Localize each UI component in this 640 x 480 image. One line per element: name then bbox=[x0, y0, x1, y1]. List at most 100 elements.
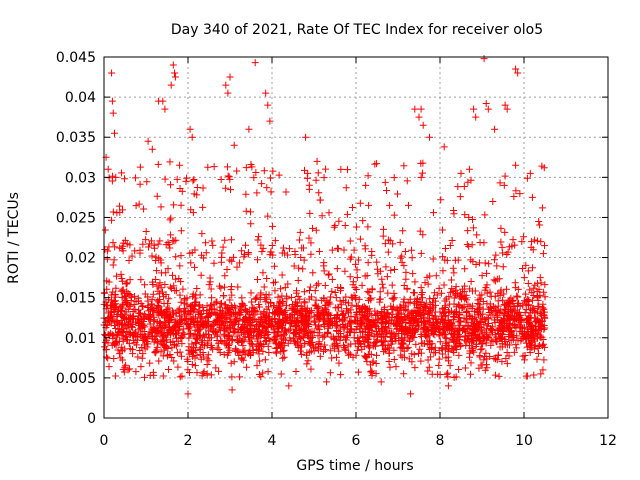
data-point bbox=[320, 259, 327, 266]
data-point bbox=[269, 223, 276, 230]
data-point bbox=[496, 373, 503, 380]
data-point bbox=[467, 359, 474, 366]
data-point bbox=[416, 114, 423, 121]
data-point bbox=[215, 346, 222, 353]
data-point bbox=[280, 245, 287, 252]
data-point bbox=[110, 209, 117, 216]
data-point bbox=[223, 266, 230, 273]
data-point bbox=[386, 202, 393, 209]
data-point bbox=[296, 236, 303, 243]
data-point bbox=[468, 278, 475, 285]
y-tick-label: 0.03 bbox=[65, 170, 96, 186]
data-point bbox=[351, 284, 358, 291]
data-point bbox=[243, 164, 250, 171]
data-point bbox=[283, 188, 290, 195]
data-point bbox=[419, 170, 426, 177]
data-point bbox=[359, 282, 366, 289]
data-point bbox=[319, 212, 326, 219]
x-tick-label: 2 bbox=[184, 433, 193, 449]
data-point bbox=[411, 364, 418, 371]
data-point bbox=[362, 245, 369, 252]
y-tick-label: 0.015 bbox=[56, 291, 96, 307]
data-point bbox=[190, 176, 197, 183]
data-point bbox=[437, 338, 444, 345]
data-point bbox=[328, 288, 335, 295]
data-point bbox=[494, 356, 501, 363]
data-point bbox=[426, 134, 433, 141]
data-point bbox=[424, 368, 431, 375]
data-point bbox=[501, 229, 508, 236]
data-point bbox=[187, 126, 194, 133]
data-point bbox=[269, 168, 276, 175]
y-tick-label: 0.01 bbox=[65, 331, 96, 347]
data-point bbox=[514, 293, 521, 300]
data-point bbox=[321, 267, 328, 274]
y-tick-label: 0.035 bbox=[56, 130, 96, 146]
data-point bbox=[404, 177, 411, 184]
data-point bbox=[218, 259, 225, 266]
data-point bbox=[420, 122, 427, 129]
data-point bbox=[481, 55, 488, 62]
data-point bbox=[343, 184, 350, 191]
data-point bbox=[391, 174, 398, 181]
data-point bbox=[342, 222, 349, 229]
data-point bbox=[387, 267, 394, 274]
data-point bbox=[153, 283, 160, 290]
data-point bbox=[176, 262, 183, 269]
data-point bbox=[400, 370, 407, 377]
data-point bbox=[534, 238, 541, 245]
data-point bbox=[418, 106, 425, 113]
data-point bbox=[399, 227, 406, 234]
data-point bbox=[539, 204, 546, 211]
data-point bbox=[222, 185, 229, 192]
data-point bbox=[493, 262, 500, 269]
data-point bbox=[118, 169, 125, 176]
data-point bbox=[177, 373, 184, 380]
data-point bbox=[409, 254, 416, 261]
data-point bbox=[162, 176, 169, 183]
x-tick-label: 4 bbox=[268, 433, 277, 449]
data-point bbox=[433, 272, 440, 279]
data-point bbox=[132, 174, 139, 181]
data-point bbox=[228, 373, 235, 380]
data-point bbox=[268, 188, 275, 195]
data-point bbox=[167, 215, 174, 222]
data-point bbox=[156, 237, 163, 244]
data-point bbox=[357, 236, 364, 243]
data-point bbox=[328, 355, 335, 362]
data-point bbox=[482, 350, 489, 357]
data-point bbox=[110, 261, 117, 268]
data-point bbox=[355, 369, 362, 376]
data-point bbox=[148, 252, 155, 259]
data-point bbox=[306, 287, 313, 294]
data-point bbox=[259, 269, 266, 276]
data-point bbox=[104, 256, 111, 263]
data-point bbox=[143, 178, 150, 185]
data-point bbox=[167, 216, 174, 223]
data-point bbox=[118, 271, 125, 278]
data-point bbox=[112, 285, 119, 292]
data-point bbox=[137, 164, 144, 171]
data-point bbox=[228, 236, 235, 243]
data-point bbox=[297, 229, 304, 236]
data-point bbox=[220, 292, 227, 299]
data-point bbox=[264, 102, 271, 109]
data-point bbox=[533, 356, 540, 363]
y-tick-label: 0.045 bbox=[56, 50, 96, 66]
data-point bbox=[269, 242, 276, 249]
data-point bbox=[317, 353, 324, 360]
data-point bbox=[169, 272, 176, 279]
data-point bbox=[347, 273, 354, 280]
data-point bbox=[329, 247, 336, 254]
data-point bbox=[192, 362, 199, 369]
data-point bbox=[419, 294, 426, 301]
data-point bbox=[267, 175, 274, 182]
data-point bbox=[347, 238, 354, 245]
data-point bbox=[390, 296, 397, 303]
data-point bbox=[204, 355, 211, 362]
data-point bbox=[242, 191, 249, 198]
y-axis-ticks: 00.0050.010.0150.020.0250.030.0350.040.0… bbox=[56, 50, 608, 427]
data-point bbox=[208, 238, 215, 245]
data-point bbox=[236, 373, 243, 380]
data-point bbox=[302, 134, 309, 141]
